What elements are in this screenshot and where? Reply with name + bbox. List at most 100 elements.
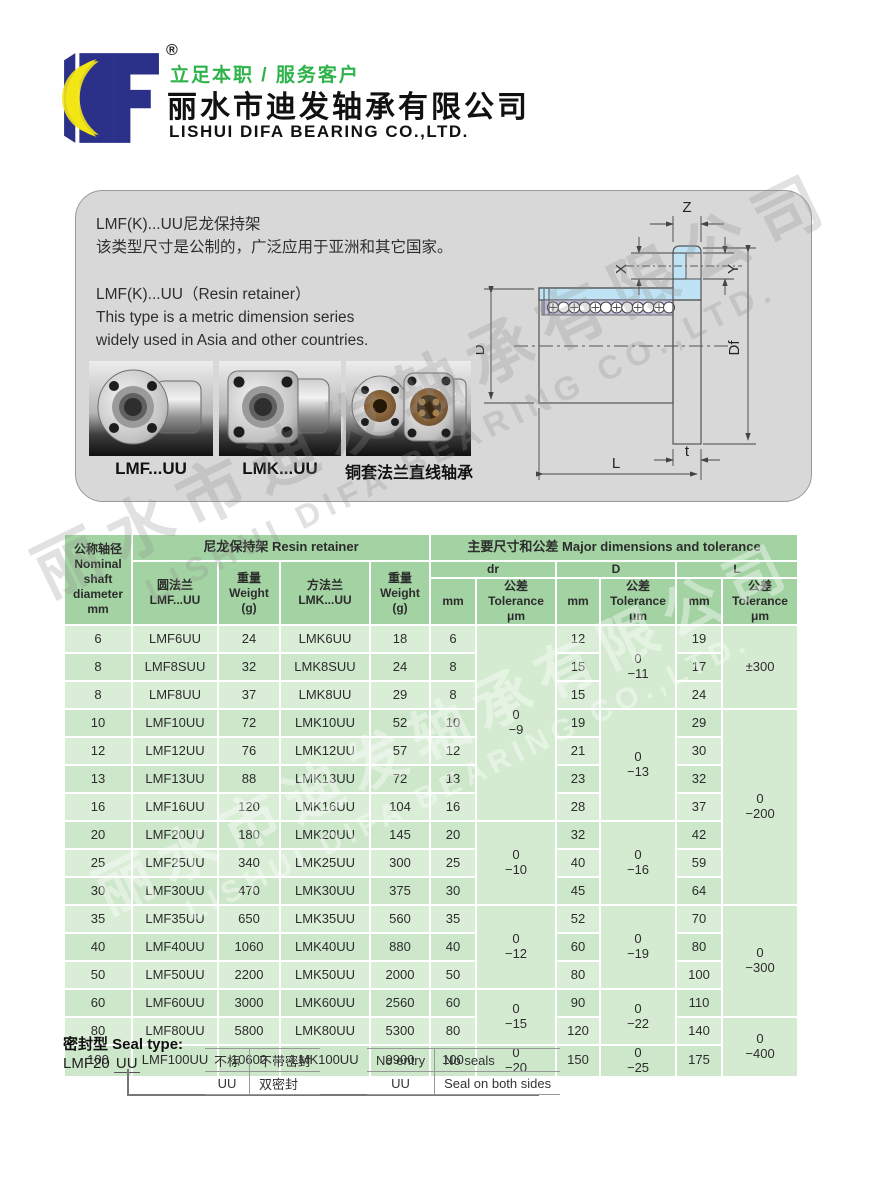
seal-type-title: 密封型 Seal type: [63, 1036, 184, 1053]
table-cell: 8 [63, 680, 133, 710]
table-cell: 28 [555, 792, 602, 822]
table-cell: 76 [217, 736, 281, 766]
table-cell: 104 [368, 792, 432, 822]
table-cell: LMK8SUU [279, 652, 371, 682]
col-header-nominal: 公称轴径 Nominal shaft diameter mm [63, 533, 133, 626]
table-cell: LMF30UU [131, 876, 219, 906]
table-cell: 560 [368, 904, 432, 934]
table-cell: 72 [368, 764, 432, 794]
table-cell: LMK13UU [279, 764, 371, 794]
col-group-major-dimensions: 主要尺寸和公差 Major dimensions and tolerance [429, 533, 800, 562]
table-cell: 150 [555, 1044, 602, 1078]
table-cell: LMK10UU [279, 708, 371, 738]
connector-line-vertical [127, 1069, 129, 1094]
table-cell: 52 [368, 708, 432, 738]
table-cell: LMF35UU [131, 904, 219, 934]
col-header-lmf: 圆法兰 LMF...UU [131, 560, 219, 626]
table-cell: 32 [675, 764, 724, 794]
table-cell: 17 [675, 652, 724, 682]
seal-code: UU [205, 1071, 251, 1095]
table-row: 40 LMF40UU 1060 LMK40UU 880 40 60 80 [63, 932, 798, 962]
spec-table-body: 6 LMF6UU 24 LMK6UU 18 6 0 −9 12 0 −11 19 ±300 8 LMF8… [63, 624, 800, 1078]
col-header-d-tol: 公差 Tolerance μm [599, 577, 678, 626]
table-cell: 60 [555, 932, 602, 962]
table-cell: 0 −22 [599, 988, 678, 1046]
table-cell: 340 [217, 848, 281, 878]
table-cell: 12 [555, 624, 602, 654]
table-cell: 18 [368, 624, 432, 654]
table-cell: 15 [555, 680, 602, 710]
seal-table-en: No entry No seals UU Seal on both sides [367, 1048, 561, 1095]
table-cell: 8 [429, 652, 478, 682]
table-row: UU 双密封 [205, 1071, 321, 1095]
table-row: 20 LMF20UU 180 LMK20UU 145 20 0 −10 32 0 −16 42 [63, 820, 798, 906]
table-cell: 90 [555, 988, 602, 1018]
table-cell: 12 [63, 736, 133, 766]
header-row-groups: 公称轴径 Nominal shaft diameter mm 尼龙保持架 Res… [63, 533, 800, 626]
table-cell: LMF8SUU [131, 652, 219, 682]
table-cell: LMK60UU [279, 988, 371, 1018]
table-cell: LMF8UU [131, 680, 219, 710]
table-cell: ±300 [721, 624, 800, 710]
table-cell: 0 −19 [599, 904, 678, 990]
col-header-lmk: 方法兰 LMK...UU [279, 560, 371, 626]
table-cell: 470 [217, 876, 281, 906]
table-cell: 120 [217, 792, 281, 822]
table-row: 8 LMF8SUU 32 LMK8SUU 24 8 15 17 [63, 652, 798, 682]
seal-desc: Seal on both sides [434, 1071, 561, 1095]
table-cell: LMF6UU [131, 624, 219, 654]
dim-label-x: X [613, 264, 630, 274]
table-cell: 80 [429, 1016, 478, 1046]
table-row: 8 LMF8UU 37 LMK8UU 29 8 15 24 [63, 680, 798, 710]
table-cell: 2200 [217, 960, 281, 990]
registered-trademark: ® [166, 42, 178, 59]
header-row-sub: 圆法兰 LMF...UU 重量 Weight (g) 方法兰 LMK...UU … [64, 560, 800, 626]
table-cell: LMF12UU [131, 736, 219, 766]
table-row: 12 LMF12UU 76 LMK12UU 57 12 21 30 [63, 736, 798, 766]
table-cell: 13 [63, 764, 133, 794]
table-row: No entry No seals [367, 1048, 561, 1072]
table-cell: 42 [675, 820, 724, 850]
table-cell: 5800 [217, 1016, 281, 1046]
table-cell: LMF60UU [131, 988, 219, 1018]
seal-example-prefix: LMF20 [63, 1055, 110, 1072]
table-row: UU Seal on both sides [367, 1071, 561, 1095]
table-cell: 32 [217, 652, 281, 682]
table-cell: 0 −15 [475, 988, 558, 1046]
dim-label-t: t [685, 443, 690, 460]
table-cell: LMK80UU [279, 1016, 371, 1046]
col-group-l: L [675, 560, 800, 579]
table-cell: 72 [217, 708, 281, 738]
table-cell: 24 [368, 652, 432, 682]
table-cell: 32 [555, 820, 602, 850]
table-cell: 64 [675, 876, 724, 906]
table-cell: LMF20UU [131, 820, 219, 850]
table-cell: 2560 [368, 988, 432, 1018]
table-cell: 375 [368, 876, 432, 906]
table-cell: 45 [555, 876, 602, 906]
table-cell: 30 [63, 876, 133, 906]
table-cell: 80 [555, 960, 602, 990]
company-name-cn: 丽水市迪发轴承有限公司 [167, 91, 530, 124]
seal-type-example: LMF20 UU [63, 1055, 140, 1073]
table-cell: LMK50UU [279, 960, 371, 990]
table-cell: LMK12UU [279, 736, 371, 766]
table-cell: LMK6UU [279, 624, 371, 654]
table-cell: 8 [429, 680, 478, 710]
spec-table-wrap: 公称轴径 Nominal shaft diameter mm 尼龙保持架 Res… [63, 533, 800, 1078]
dim-label-y: Y [725, 264, 742, 274]
table-cell: 25 [63, 848, 133, 878]
table-cell: LMK30UU [279, 876, 371, 906]
col-group-resin-retainer: 尼龙保持架 Resin retainer [130, 533, 432, 562]
table-cell: LMK8UU [279, 680, 371, 710]
table-cell: 52 [555, 904, 602, 934]
company-slogan: 立足本职 / 服务客户 [170, 65, 360, 86]
table-cell: 10 [63, 708, 133, 738]
table-cell: 40 [429, 932, 478, 962]
seal-desc: 不带密封 [249, 1048, 321, 1072]
seal-code: No entry [367, 1048, 436, 1072]
table-cell: 37 [675, 792, 724, 822]
table-cell: LMF10UU [131, 708, 219, 738]
col-group-d: D [555, 560, 678, 579]
col-header-weight-lmk: 重量 Weight (g) [368, 560, 432, 626]
